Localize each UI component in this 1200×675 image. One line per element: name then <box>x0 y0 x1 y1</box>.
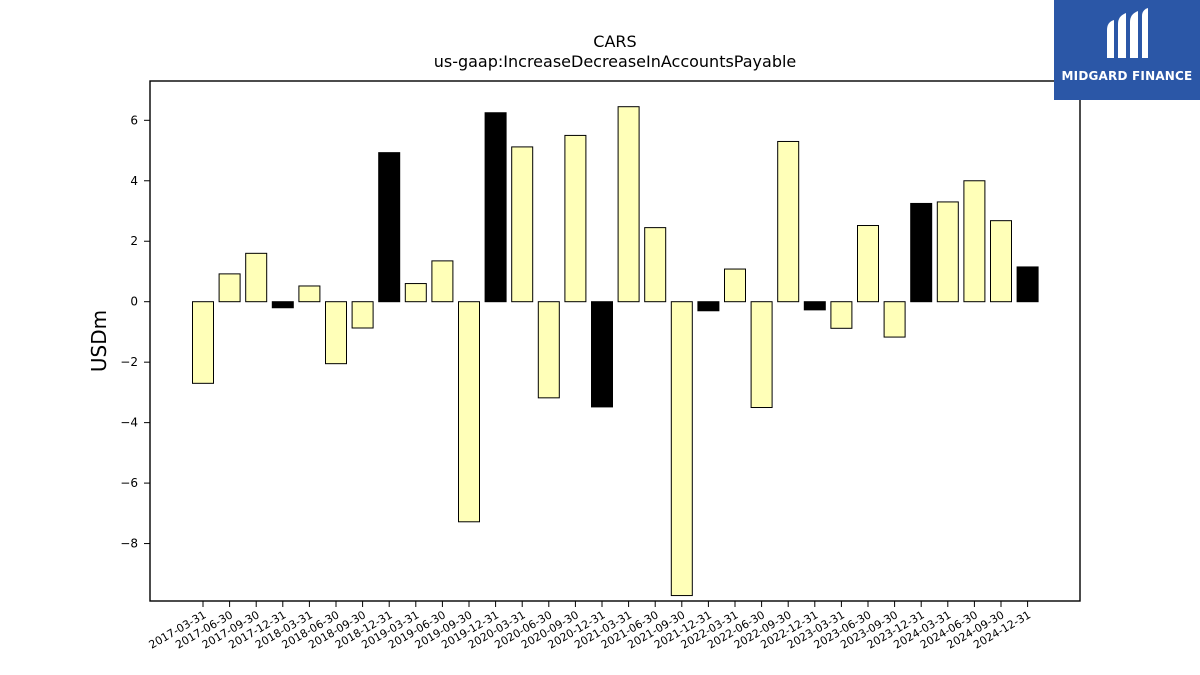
bar-2021-09-30 <box>670 301 693 597</box>
bar-2018-12-31 <box>378 152 401 303</box>
bar-2018-06-30 <box>325 301 347 365</box>
bar-2020-12-31 <box>591 301 613 408</box>
midgard-logo-icon <box>1107 8 1148 58</box>
bar-2023-09-30 <box>883 301 906 338</box>
bar-2017-12-31 <box>271 301 294 309</box>
y-tick-label: −6 <box>120 476 138 490</box>
bar-2024-06-30 <box>963 180 986 303</box>
bar-2020-09-30 <box>564 134 587 303</box>
bar-2017-06-30 <box>218 273 241 303</box>
bar-2019-03-31 <box>404 283 427 303</box>
bar-2023-06-30 <box>857 225 879 303</box>
y-tick-label: −2 <box>120 355 138 369</box>
y-tick-label: −4 <box>120 416 138 430</box>
bar-2024-12-31 <box>1016 266 1039 303</box>
bar-2019-09-30 <box>458 301 480 523</box>
plot-frame <box>149 80 1081 602</box>
y-tick-label: 4 <box>130 174 138 188</box>
bar-2021-12-31 <box>697 301 720 312</box>
bar-2023-03-31 <box>830 301 853 329</box>
bar-2021-06-30 <box>644 227 667 303</box>
y-tick-label: −8 <box>120 537 138 551</box>
logo-text: MIDGARD FINANCE <box>1061 69 1193 83</box>
bar-2021-03-31 <box>617 106 640 303</box>
y-tick-label: 6 <box>130 113 138 127</box>
bar-2017-03-31 <box>192 301 214 384</box>
y-axis-label: USDm <box>87 310 111 372</box>
y-tick-label: 2 <box>130 234 138 248</box>
chart-subtitle: us-gaap:IncreaseDecreaseInAccountsPayabl… <box>433 52 797 71</box>
chart-title: CARS <box>593 32 637 51</box>
bar-2019-12-31 <box>484 112 507 303</box>
bar-2020-06-30 <box>537 301 560 399</box>
bar-2022-06-30 <box>750 301 773 409</box>
bar-2018-09-30 <box>351 301 374 329</box>
bar-2024-09-30 <box>990 220 1012 303</box>
bar-2019-06-30 <box>431 260 454 303</box>
bar-2020-03-31 <box>511 146 534 303</box>
bar-2024-03-31 <box>936 201 959 303</box>
bar-2017-09-30 <box>245 252 268 303</box>
bar-2018-03-31 <box>298 285 321 303</box>
bar-2022-09-30 <box>777 140 800 303</box>
bar-2022-03-31 <box>724 268 746 303</box>
bar-2023-12-31 <box>910 202 933 303</box>
bar-2022-12-31 <box>803 301 826 311</box>
brand-logo: MIDGARD FINANCE <box>1054 0 1200 100</box>
y-tick-label: 0 <box>130 295 138 309</box>
